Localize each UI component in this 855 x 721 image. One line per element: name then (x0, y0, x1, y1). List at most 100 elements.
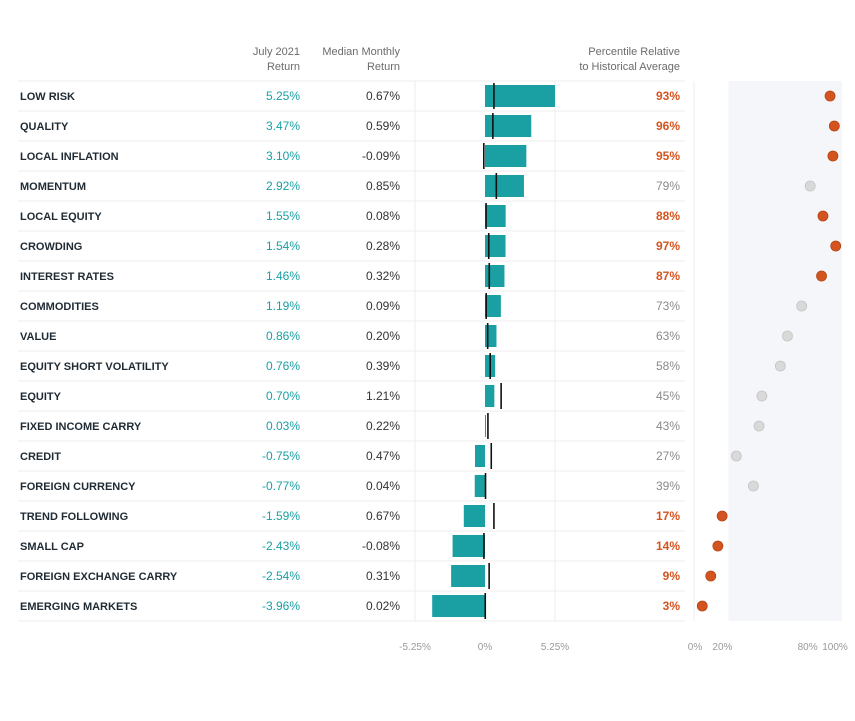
median-return-value: 0.31% (366, 569, 400, 583)
median-return-value: 0.08% (366, 209, 400, 223)
percentile-value: 73% (656, 299, 680, 313)
percentile-dot (774, 360, 786, 372)
bar-axis-tick-label: 5.25% (541, 642, 569, 653)
median-return-value: 0.47% (366, 449, 400, 463)
factor-label: EMERGING MARKETS (20, 601, 137, 613)
factor-label: FOREIGN EXCHANGE CARRY (20, 571, 178, 583)
factor-label: INTEREST RATES (20, 271, 114, 283)
median-return-value: -0.08% (362, 539, 400, 553)
percentile-axis-tick-label: 100% (822, 642, 848, 653)
median-return-value: 0.09% (366, 299, 400, 313)
factor-label: LOCAL EQUITY (20, 211, 102, 223)
median-return-value: 0.32% (366, 269, 400, 283)
median-return-value: 1.21% (366, 389, 400, 403)
bar-axis-tick-label: -5.25% (399, 642, 431, 653)
july-return-value: 2.92% (266, 179, 300, 193)
percentile-dot (827, 150, 839, 162)
median-return-value: 0.04% (366, 479, 400, 493)
factor-row: EMERGING MARKETS -3.96% 0.02% 3% (18, 590, 708, 619)
july-return-bar (451, 565, 485, 587)
july-return-bar (463, 505, 485, 527)
percentile-dot (782, 330, 793, 342)
factor-row: TREND FOLLOWING -1.59% 0.67% 17% (18, 500, 728, 529)
percentile-value: 14% (656, 539, 680, 553)
chart-rows: LOW RISK 5.25% 0.67% 93% QUALITY 3.47% 0.59% 96… (18, 80, 842, 622)
percentile-value: 3% (663, 599, 681, 613)
july-return-bar (485, 235, 506, 257)
july-return-value: -0.75% (262, 449, 300, 463)
factor-label: SMALL CAP (20, 541, 84, 553)
july-return-bar (485, 115, 532, 137)
median-header-line1: Median Monthly (322, 46, 400, 58)
median-return-value: 0.59% (366, 119, 400, 133)
median-return-value: 0.39% (366, 359, 400, 373)
july-return-value: -0.77% (262, 479, 300, 493)
july-header-line1: July 2021 (253, 46, 300, 58)
factor-row: LOCAL EQUITY 1.55% 0.08% 88% (18, 200, 829, 229)
factor-row: MOMENTUM 2.92% 0.85% 79% (18, 170, 816, 199)
percentile-dot (804, 180, 816, 192)
factor-label: CREDIT (20, 451, 61, 463)
percentile-value: 43% (656, 419, 680, 433)
percentile-value: 79% (656, 179, 680, 193)
percentile-value: 39% (656, 479, 680, 493)
factor-label: FOREIGN CURRENCY (20, 481, 136, 493)
july-header-line2: Return (267, 61, 300, 73)
july-return-bar (485, 85, 555, 107)
july-return-bar (475, 445, 485, 467)
factor-row: CREDIT -0.75% 0.47% 27% (18, 440, 742, 469)
percentile-dot (753, 420, 765, 432)
chart-axes: -5.25% 0% 5.25% 0% 20% 80% 100% (399, 642, 848, 653)
july-return-bar (452, 535, 485, 557)
july-return-value: 0.86% (266, 329, 300, 343)
percentile-value: 63% (656, 329, 680, 343)
factor-row: FIXED INCOME CARRY 0.03% 0.22% 43% (18, 410, 765, 439)
median-return-value: 0.67% (366, 509, 400, 523)
july-return-value: 1.54% (266, 239, 300, 253)
july-return-bar (485, 265, 505, 287)
factor-label: COMMODITIES (20, 301, 99, 313)
factor-row: FOREIGN CURRENCY -0.77% 0.04% 39% (18, 470, 759, 499)
factor-label: TREND FOLLOWING (20, 511, 128, 523)
median-header-line2: Return (367, 61, 400, 73)
july-return-bar (485, 385, 495, 407)
july-return-value: 0.03% (266, 419, 300, 433)
percentile-axis-tick-label: 0% (688, 642, 703, 653)
percentile-dot (696, 600, 708, 612)
percentile-value: 96% (656, 119, 680, 133)
july-return-bar (474, 475, 485, 497)
percentile-dot (828, 120, 840, 132)
percentile-dot (730, 450, 742, 462)
july-return-value: 3.47% (266, 119, 300, 133)
factor-label: MOMENTUM (20, 181, 86, 193)
percentile-value: 87% (656, 269, 680, 283)
july-return-value: -3.96% (262, 599, 300, 613)
july-return-value: 5.25% (266, 89, 300, 103)
percentile-value: 95% (656, 149, 680, 163)
percentile-value: 97% (656, 239, 680, 253)
percentile-value: 58% (656, 359, 680, 373)
july-return-value: 1.55% (266, 209, 300, 223)
percentile-dot (830, 240, 842, 252)
factor-row: EQUITY SHORT VOLATILITY 0.76% 0.39% 58% (18, 350, 786, 379)
factor-row: FOREIGN EXCHANGE CARRY -2.54% 0.31% 9% (18, 560, 717, 589)
median-return-value: -0.09% (362, 149, 400, 163)
july-return-value: -1.59% (262, 509, 300, 523)
percentile-dot (716, 510, 728, 522)
percentile-value: 45% (656, 389, 680, 403)
factor-label: CROWDING (20, 241, 82, 253)
percentile-dot (712, 540, 724, 552)
percentile-value: 27% (656, 449, 680, 463)
percentile-dot (705, 570, 717, 582)
factor-label: QUALITY (20, 121, 69, 133)
percentile-band (728, 81, 842, 621)
july-return-bar (485, 415, 486, 437)
factor-label: EQUITY (20, 391, 62, 403)
factor-row: LOCAL INFLATION 3.10% -0.09% 95% (18, 140, 839, 169)
july-return-bar (485, 325, 497, 347)
factor-label: LOCAL INFLATION (20, 151, 119, 163)
median-return-value: 0.02% (366, 599, 400, 613)
factor-row: QUALITY 3.47% 0.59% 96% (18, 110, 840, 139)
percentile-dot (796, 300, 808, 312)
median-return-value: 0.22% (366, 419, 400, 433)
